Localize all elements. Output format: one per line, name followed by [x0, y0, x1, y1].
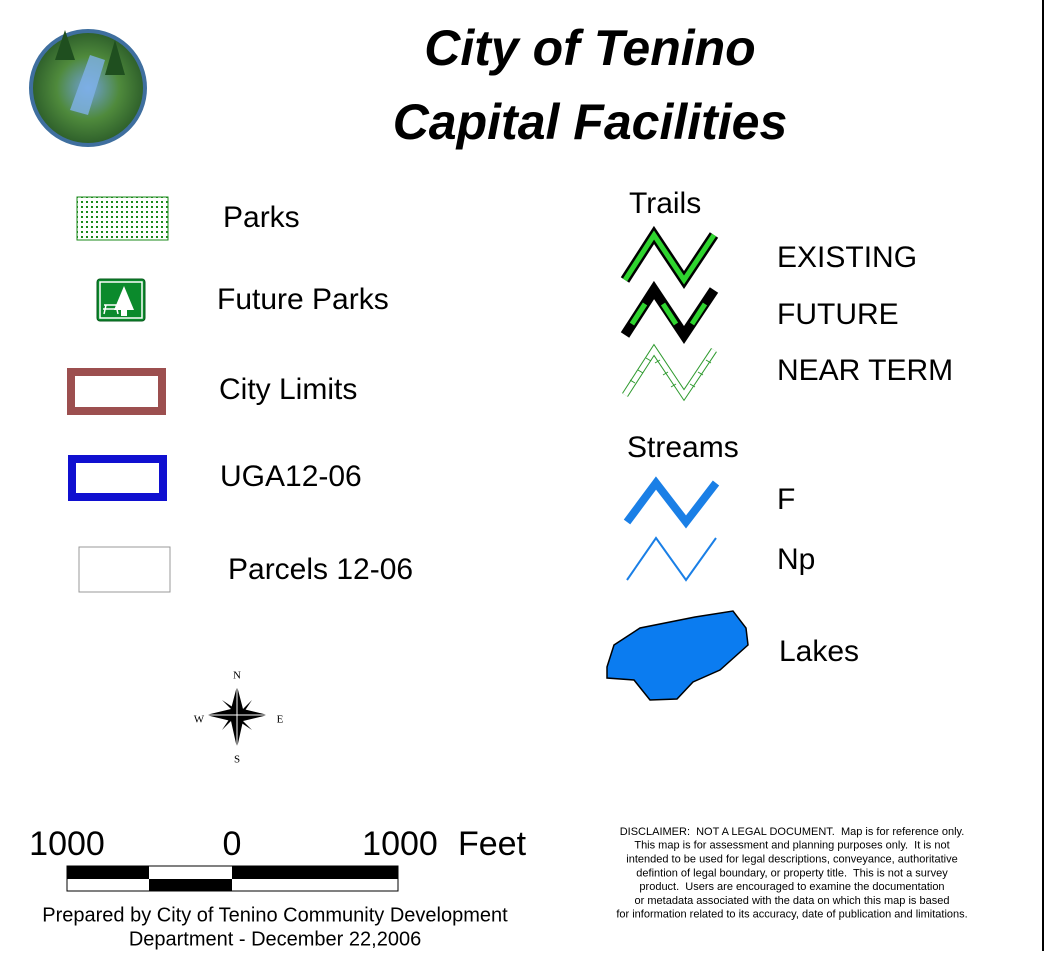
legend-label: Parcels 12-06	[228, 553, 413, 586]
logo	[31, 30, 145, 145]
stream-np-symbol	[627, 538, 716, 580]
disclaimer-line: for information related to its accuracy,…	[616, 909, 967, 921]
trail-existing-symbol	[625, 235, 714, 280]
disclaimer-line: DISCLAIMER: NOT A LEGAL DOCUMENT. Map is…	[620, 826, 965, 838]
scale-bar	[67, 866, 398, 891]
prepared-by: Department - December 22,2006	[129, 928, 421, 950]
legend-label: NEAR TERM	[777, 354, 953, 387]
disclaimer-line: defintion of legal boundary, or property…	[636, 867, 948, 879]
disclaimer-line: product. Users are encouraged to examine…	[639, 881, 944, 893]
legend-sheet: City of Tenino Capital Facilities Parks …	[0, 0, 1046, 951]
legend-label: UGA12-06	[220, 460, 362, 493]
lake-symbol	[607, 611, 748, 700]
compass-label: E	[277, 714, 284, 726]
page: {"header": {"title_lines": ["City of Ten…	[0, 0, 1046, 951]
scale-label: 1000	[362, 825, 438, 863]
legend-label: Np	[777, 543, 815, 576]
legend-label: EXISTING	[777, 241, 917, 274]
compass-label: W	[194, 714, 205, 726]
scale-label: 0	[223, 825, 242, 863]
compass-label: S	[234, 754, 240, 766]
scale-unit: Feet	[458, 825, 527, 863]
compass-label: N	[233, 670, 241, 682]
trail-near-term-symbol	[625, 350, 714, 395]
title-line: City of Tenino	[424, 20, 755, 76]
stream-f-symbol	[627, 483, 716, 522]
disclaimer-line: intended to be used for legal descriptio…	[626, 854, 957, 866]
parks-symbol	[77, 197, 168, 240]
trail-future-symbol	[625, 290, 714, 335]
north-arrow	[206, 686, 268, 748]
legend-label: Lakes	[779, 635, 859, 668]
legend-label: FUTURE	[777, 298, 899, 331]
disclaimer-line: or metadata associated with the data on …	[635, 895, 950, 907]
legend-label: F	[777, 483, 795, 516]
prepared-by: Prepared by City of Tenino Community Dev…	[42, 904, 508, 926]
disclaimer-line: This map is for assessment and planning …	[634, 840, 949, 852]
city-limits-symbol	[71, 372, 162, 411]
legend-label: City Limits	[219, 373, 357, 406]
section-heading: Trails	[629, 187, 701, 220]
parcels-symbol	[79, 547, 170, 592]
legend-label: Parks	[223, 201, 300, 234]
title-line: Capital Facilities	[393, 94, 788, 150]
future-parks-symbol	[97, 279, 145, 321]
legend-label: Future Parks	[217, 283, 389, 316]
uga-symbol	[72, 459, 163, 497]
disclaimer: DISCLAIMER: NOT A LEGAL DOCUMENT. Map is…	[616, 826, 967, 921]
section-heading: Streams	[627, 431, 739, 464]
scale-label: 1000	[29, 825, 105, 863]
